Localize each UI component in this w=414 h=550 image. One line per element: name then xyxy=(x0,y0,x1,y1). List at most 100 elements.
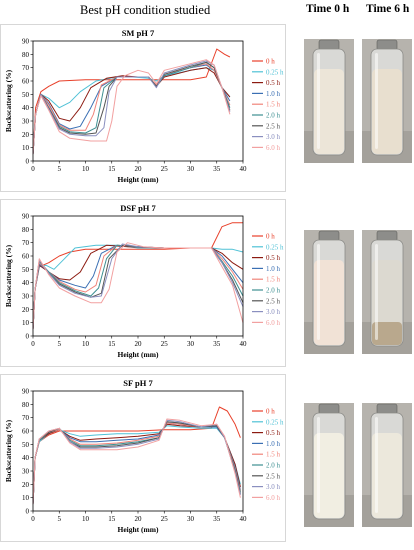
legend-label: 1.5 h xyxy=(266,101,281,109)
vial-neck xyxy=(376,230,398,242)
chart-title: DSF pH 7 xyxy=(120,203,156,213)
photo-sm-time0 xyxy=(304,39,354,163)
y-tick-label: 40 xyxy=(22,104,30,112)
vial-neck xyxy=(376,39,398,51)
series-line-1-0-h xyxy=(32,244,244,330)
y-tick-label: 0 xyxy=(26,508,30,516)
figure-header-title: Best pH condition studied xyxy=(80,3,211,17)
y-axis-label: Backscattering (%) xyxy=(4,244,13,307)
y-tick-label: 40 xyxy=(22,279,30,287)
vial-glare xyxy=(317,417,320,513)
x-tick-label: 0 xyxy=(31,165,35,173)
plot-frame xyxy=(32,40,244,162)
legend-label: 1.0 h xyxy=(266,440,281,448)
x-tick-label: 0 xyxy=(31,515,35,523)
x-tick-label: 10 xyxy=(82,165,90,173)
time-0-header: Time 0 h xyxy=(306,3,350,15)
vial-neck xyxy=(318,230,340,242)
plot-frame xyxy=(32,215,244,337)
legend-label: 2.0 h xyxy=(266,112,281,120)
series-line-0-5-h xyxy=(32,67,231,155)
y-axis-label: Backscattering (%) xyxy=(4,69,13,132)
x-tick-label: 5 xyxy=(58,340,62,348)
series-line-6-0-h xyxy=(32,418,241,505)
y-tick-label: 90 xyxy=(22,388,30,396)
x-tick-label: 25 xyxy=(161,340,169,348)
y-tick-label: 60 xyxy=(22,428,30,436)
legend-label: 2.5 h xyxy=(266,472,281,480)
chart-panel-sf: SF pH 7 0 10 20 30 40 50 60 70 80 90 0 5 10 15 20 25 30 35… xyxy=(0,374,286,542)
y-axis-label: Backscattering (%) xyxy=(4,419,13,482)
chart-dsf-svg: DSF pH 7 0 10 20 30 40 50 60 70 80 90 0 5 10 15 20 25 30 3… xyxy=(4,203,284,359)
legend-label: 0.5 h xyxy=(266,79,281,87)
legend-label: 3.0 h xyxy=(266,133,281,141)
series-line-2-5-h xyxy=(32,421,241,505)
vial-liquid xyxy=(372,433,402,518)
y-tick-label: 30 xyxy=(22,118,30,126)
vial-liquid xyxy=(314,69,344,154)
legend-label: 0.5 h xyxy=(266,429,281,437)
y-tick-label: 80 xyxy=(22,51,30,59)
legend-label: 1.5 h xyxy=(266,276,281,284)
series-line-0-25-h xyxy=(32,425,241,505)
legend-label: 1.0 h xyxy=(266,90,281,98)
x-axis-label: Height (mm) xyxy=(117,175,159,184)
series-line-0-h xyxy=(32,48,231,155)
y-tick-label: 70 xyxy=(22,239,30,247)
vial-neck xyxy=(318,39,340,51)
chart-sm-svg: SM pH 7 0 10 20 30 40 50 60 70 80 90 0 5 10 15 20 25 30 35… xyxy=(4,28,284,184)
y-tick-label: 0 xyxy=(26,158,30,166)
chart-title: SF pH 7 xyxy=(123,378,153,388)
legend-label: 2.5 h xyxy=(266,122,281,130)
x-tick-label: 30 xyxy=(187,515,195,523)
series-line-0-h xyxy=(32,406,241,505)
y-tick-label: 60 xyxy=(22,253,30,261)
photo-sm-time6 xyxy=(362,39,412,163)
x-tick-label: 10 xyxy=(82,340,90,348)
y-tick-label: 40 xyxy=(22,454,30,462)
x-axis-label: Height (mm) xyxy=(117,350,159,359)
legend-label: 0 h xyxy=(266,58,275,66)
legend-label: 0 h xyxy=(266,233,275,241)
series-line-0-h xyxy=(32,222,243,330)
series-line-2-5-h xyxy=(32,61,231,155)
chart-sf-svg: SF pH 7 0 10 20 30 40 50 60 70 80 90 0 5 10 15 20 25 30 35… xyxy=(4,378,284,534)
vial-glare xyxy=(317,244,320,340)
legend-label: 6.0 h xyxy=(266,144,281,152)
y-tick-label: 0 xyxy=(26,333,30,341)
x-tick-label: 25 xyxy=(161,165,169,173)
y-tick-label: 70 xyxy=(22,414,30,422)
y-tick-label: 70 xyxy=(22,64,30,72)
time-6-header: Time 6 h xyxy=(366,3,410,15)
x-tick-label: 35 xyxy=(213,165,221,173)
x-tick-label: 30 xyxy=(187,340,195,348)
vial-liquid xyxy=(314,260,344,345)
legend-label: 2.0 h xyxy=(266,287,281,295)
legend-label: 3.0 h xyxy=(266,308,281,316)
photo-dsf-time6 xyxy=(362,230,412,354)
x-tick-label: 0 xyxy=(31,340,35,348)
series-line-6-0-h xyxy=(32,59,231,155)
y-tick-label: 50 xyxy=(22,441,30,449)
y-tick-label: 20 xyxy=(22,131,30,139)
x-tick-label: 20 xyxy=(135,165,143,173)
legend-label: 0 h xyxy=(266,408,275,416)
y-tick-label: 50 xyxy=(22,266,30,274)
y-tick-label: 90 xyxy=(22,38,30,46)
legend-label: 0.25 h xyxy=(266,243,284,251)
series-line-3-0-h xyxy=(32,60,231,155)
y-tick-label: 20 xyxy=(22,306,30,314)
y-tick-label: 10 xyxy=(22,319,30,327)
legend-label: 0.25 h xyxy=(266,418,284,426)
y-tick-label: 30 xyxy=(22,468,30,476)
vial-glare xyxy=(317,53,320,149)
series-line-0-5-h xyxy=(32,244,244,330)
x-tick-label: 40 xyxy=(240,165,248,173)
legend-label: 0.25 h xyxy=(266,68,284,76)
y-tick-label: 80 xyxy=(22,226,30,234)
legend-label: 3.0 h xyxy=(266,483,281,491)
y-tick-label: 60 xyxy=(22,78,30,86)
vial-glare xyxy=(375,244,378,340)
legend-label: 1.5 h xyxy=(266,451,281,459)
y-tick-label: 80 xyxy=(22,401,30,409)
